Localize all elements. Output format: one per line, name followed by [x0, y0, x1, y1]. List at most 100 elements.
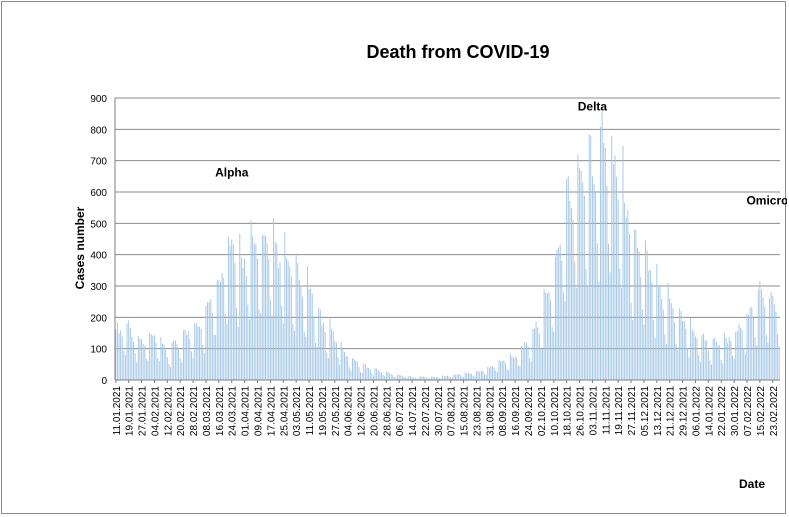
bar [769, 298, 770, 380]
bar [442, 375, 444, 380]
bar [170, 366, 171, 380]
bar [327, 358, 329, 380]
x-tick-label: 02.10.2021 [537, 386, 548, 436]
bar [503, 360, 505, 380]
bar [202, 344, 204, 380]
bar [203, 353, 205, 380]
bar [379, 371, 381, 380]
bar [350, 370, 352, 380]
bar [257, 258, 258, 380]
bar [551, 327, 553, 380]
bar [181, 362, 183, 380]
bar [640, 276, 642, 380]
bar [220, 282, 221, 380]
bar [548, 292, 550, 380]
bar [649, 270, 651, 380]
bar [559, 244, 561, 380]
bar [606, 186, 608, 380]
bar [617, 199, 619, 380]
bar [746, 313, 748, 380]
bar [614, 155, 616, 380]
bar [168, 363, 170, 380]
bar [622, 146, 624, 380]
bar [472, 375, 474, 380]
bar [381, 372, 382, 380]
bar [730, 340, 732, 380]
bar [305, 336, 307, 380]
y-tick-labels: 0 100 200 300 400 500 600 700 800 900 [90, 94, 107, 387]
bar [778, 346, 780, 380]
bar [361, 372, 363, 380]
bar [508, 370, 510, 380]
bar [598, 282, 600, 380]
bar [355, 360, 357, 380]
bar [410, 376, 411, 380]
bar [656, 263, 658, 380]
bar [757, 289, 759, 380]
bar [385, 371, 387, 380]
bar [517, 365, 519, 380]
bar [501, 360, 503, 380]
bar [582, 182, 584, 380]
bar [413, 377, 415, 380]
bar [326, 352, 328, 380]
bar [297, 263, 299, 380]
bar [450, 377, 452, 380]
bar [580, 170, 582, 380]
bar [298, 279, 300, 380]
bar [141, 339, 143, 380]
bar [496, 372, 498, 380]
bar [290, 276, 292, 380]
bar [282, 323, 284, 380]
bar [717, 345, 719, 380]
bar [286, 258, 287, 380]
bar [372, 375, 374, 380]
bar [240, 257, 242, 380]
bar [601, 111, 603, 380]
bar [295, 253, 297, 380]
bar [661, 299, 663, 380]
bar [714, 337, 716, 380]
bar [294, 330, 295, 380]
bar [416, 378, 418, 380]
bar [471, 373, 473, 380]
bar [651, 281, 653, 380]
bar [629, 233, 630, 380]
bar [139, 338, 141, 380]
bar [116, 322, 118, 380]
bar [274, 241, 276, 380]
bar [266, 243, 268, 380]
x-tick-label: 04.06.2021 [344, 386, 355, 436]
bar [561, 260, 563, 380]
bar [335, 342, 337, 380]
bar [767, 342, 769, 380]
bar [627, 209, 629, 380]
bar [646, 250, 648, 380]
y-tick-label: 700 [90, 157, 107, 168]
bar [306, 266, 308, 380]
x-tick-label: 28.06.2021 [382, 386, 393, 436]
bar [641, 309, 643, 380]
bar [207, 301, 209, 380]
bar [682, 320, 684, 380]
bar [318, 307, 320, 380]
bar [353, 359, 355, 380]
bar [221, 273, 223, 380]
x-tick-label: 11.11.2021 [601, 386, 612, 435]
x-tick-label: 20.02.2021 [176, 386, 187, 436]
bar [166, 357, 168, 380]
bar [595, 192, 597, 380]
bar [216, 280, 218, 380]
bar [382, 375, 384, 380]
bar [397, 374, 399, 380]
bar [490, 366, 492, 380]
bar [118, 333, 120, 380]
bar [447, 375, 448, 380]
bar [701, 335, 703, 380]
bar [585, 268, 587, 380]
y-tick-label: 500 [90, 219, 107, 230]
bar [308, 289, 310, 380]
bar [369, 369, 371, 380]
bar [752, 318, 754, 380]
bar [261, 235, 263, 380]
